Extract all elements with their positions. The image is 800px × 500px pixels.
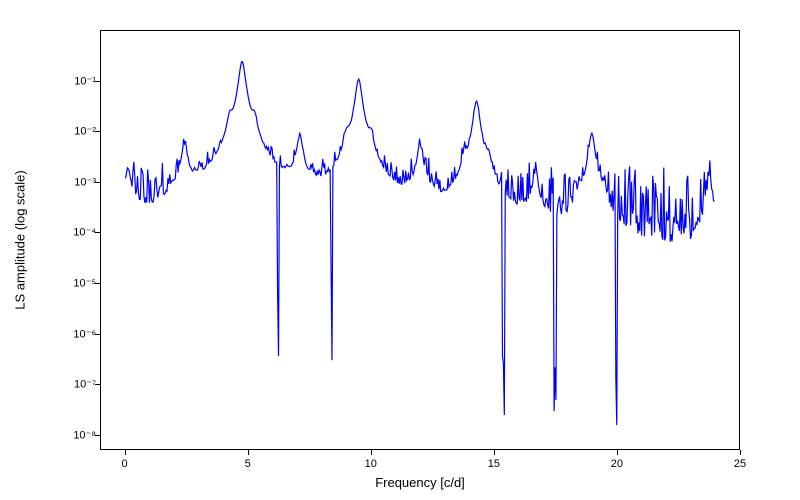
y-tick-label: 10⁻⁵ bbox=[73, 277, 96, 290]
spectrum-line bbox=[101, 31, 739, 449]
x-tick-label: 15 bbox=[488, 458, 500, 470]
x-tick-mark bbox=[740, 450, 741, 455]
x-tick-mark bbox=[248, 450, 249, 455]
chart-container: LS amplitude (log scale) Frequency [c/d]… bbox=[0, 0, 800, 500]
y-tick-label: 10⁻³ bbox=[74, 175, 96, 188]
plot-area bbox=[100, 30, 740, 450]
y-tick-label: 10⁻² bbox=[74, 125, 96, 138]
y-axis-label: LS amplitude (log scale) bbox=[13, 170, 28, 309]
x-tick-label: 25 bbox=[734, 458, 746, 470]
x-tick-label: 10 bbox=[365, 458, 377, 470]
y-tick-label: 10⁻⁸ bbox=[73, 428, 96, 441]
y-tick-label: 10⁻⁴ bbox=[73, 226, 96, 239]
y-tick-label: 10⁻¹ bbox=[74, 74, 96, 87]
x-tick-mark bbox=[371, 450, 372, 455]
x-tick-label: 20 bbox=[611, 458, 623, 470]
x-tick-label: 5 bbox=[245, 458, 251, 470]
y-tick-label: 10⁻⁶ bbox=[73, 327, 96, 340]
y-tick-label: 10⁻⁷ bbox=[74, 378, 96, 391]
x-tick-mark bbox=[125, 450, 126, 455]
x-axis-label: Frequency [c/d] bbox=[375, 475, 465, 490]
x-tick-mark bbox=[494, 450, 495, 455]
x-tick-label: 0 bbox=[122, 458, 128, 470]
x-tick-mark bbox=[617, 450, 618, 455]
